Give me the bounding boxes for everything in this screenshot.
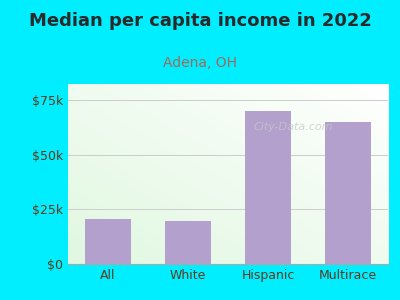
Text: City-Data.com: City-Data.com [254,122,333,132]
Bar [85,219,131,264]
Text: Median per capita income in 2022: Median per capita income in 2022 [28,12,372,30]
Bar [245,111,291,264]
Bar [325,122,371,264]
Bar [165,221,211,264]
Text: Adena, OH: Adena, OH [163,56,237,70]
